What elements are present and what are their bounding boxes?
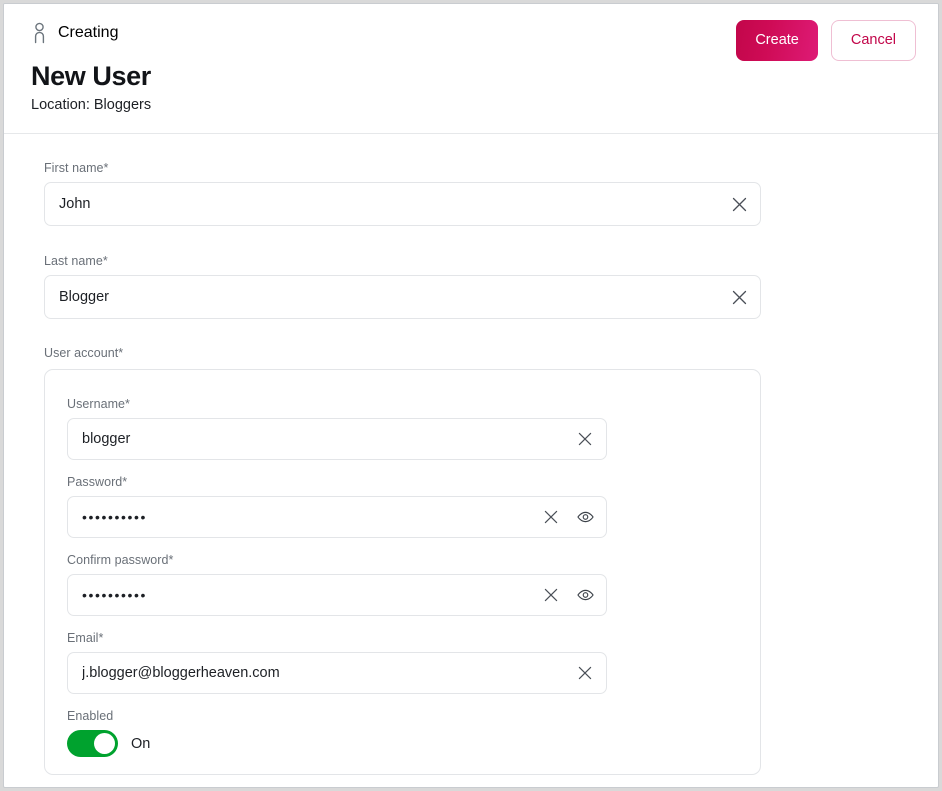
create-button[interactable]: Create <box>736 20 818 61</box>
confirm-password-label: Confirm password* <box>67 553 174 567</box>
field-email: Email* <box>67 631 607 694</box>
field-username: Username* <box>67 397 607 460</box>
page-title: New User <box>31 61 151 91</box>
field-last-name: Last name* <box>44 254 761 319</box>
header-actions: Create Cancel <box>736 20 916 61</box>
email-input[interactable] <box>68 665 572 681</box>
email-label: Email* <box>67 631 104 645</box>
breadcrumb-label: Creating <box>58 24 119 41</box>
field-first-name: First name* <box>44 161 761 226</box>
last-name-input-wrap[interactable] <box>44 275 761 319</box>
first-name-input-wrap[interactable] <box>44 182 761 226</box>
first-name-label: First name* <box>44 161 109 175</box>
enabled-toggle-row: On <box>67 730 367 757</box>
clear-confirm-password-icon[interactable] <box>538 582 564 608</box>
email-input-wrap[interactable] <box>67 652 607 694</box>
clear-username-icon[interactable] <box>572 426 598 452</box>
password-input-wrap[interactable]: •••••••••• <box>67 496 607 538</box>
clear-last-name-icon[interactable] <box>726 284 752 310</box>
page-header: Creating New User Location: Bloggers Cre… <box>4 4 938 134</box>
field-enabled: Enabled On <box>67 709 367 757</box>
first-name-input[interactable] <box>45 196 726 212</box>
confirm-password-input-wrap[interactable]: •••••••••• <box>67 574 607 616</box>
user-account-group-box: Username* Password* •••••••••• <box>44 369 761 775</box>
field-password: Password* •••••••••• <box>67 475 607 538</box>
last-name-label: Last name* <box>44 254 108 268</box>
password-label: Password* <box>67 475 128 489</box>
username-label: Username* <box>67 397 130 411</box>
breadcrumb: Creating <box>31 22 118 44</box>
person-icon <box>31 22 48 44</box>
user-create-page: Creating New User Location: Bloggers Cre… <box>3 3 939 788</box>
enabled-label: Enabled <box>67 709 114 723</box>
clear-email-icon[interactable] <box>572 660 598 686</box>
confirm-password-input[interactable]: •••••••••• <box>82 587 148 603</box>
user-account-label: User account* <box>44 346 124 360</box>
enabled-toggle[interactable] <box>67 730 118 757</box>
clear-first-name-icon[interactable] <box>726 191 752 217</box>
clear-password-icon[interactable] <box>538 504 564 530</box>
field-confirm-password: Confirm password* •••••••••• <box>67 553 607 616</box>
last-name-input[interactable] <box>45 289 726 305</box>
cancel-button[interactable]: Cancel <box>830 20 916 61</box>
reveal-confirm-password-eye-icon[interactable] <box>572 582 598 608</box>
reveal-password-eye-icon[interactable] <box>572 504 598 530</box>
password-input[interactable]: •••••••••• <box>82 509 148 525</box>
page-subtitle: Location: Bloggers <box>31 97 152 113</box>
username-input[interactable] <box>68 431 572 447</box>
enabled-toggle-knob <box>94 733 115 754</box>
username-input-wrap[interactable] <box>67 418 607 460</box>
enabled-state-label: On <box>131 735 151 752</box>
user-account-group-label-wrap: User account* <box>44 346 761 367</box>
